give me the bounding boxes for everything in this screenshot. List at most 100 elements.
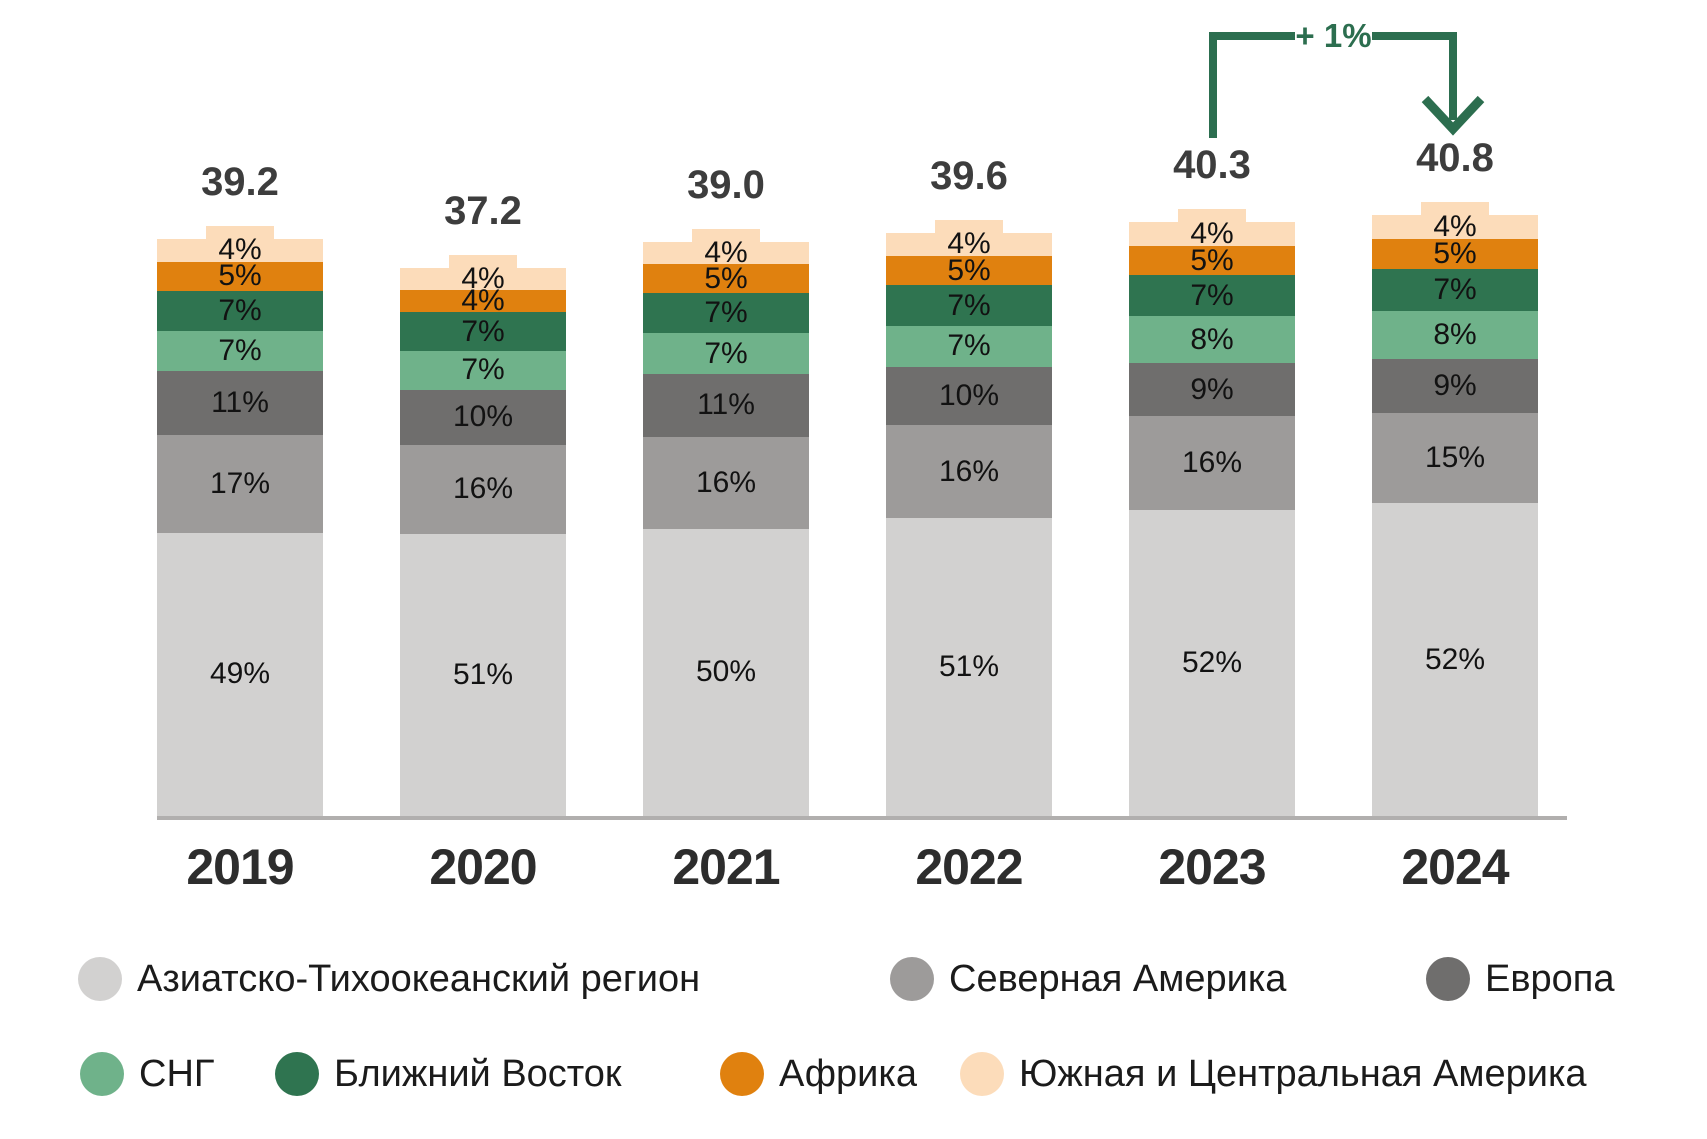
annotation-line-horizontal-left	[1209, 32, 1295, 40]
bar-segment: 11%	[643, 373, 809, 437]
bar-2021: 4% 5% 7% 7% 11% 16% 50%	[643, 236, 809, 816]
x-axis-year-label: 2022	[915, 839, 1023, 895]
legend-label: СНГ	[139, 1052, 215, 1095]
segment-value-label: 51%	[452, 657, 514, 691]
segment-value-label: 10%	[452, 400, 514, 434]
bar-segment: 4%	[400, 284, 566, 317]
bar-top-cap	[692, 228, 760, 242]
segment-value-label: 16%	[1181, 446, 1243, 480]
legend-label: Южная и Центральная Америка	[1019, 1052, 1587, 1095]
segment-value-label: 9%	[1433, 369, 1477, 403]
bar-2023: 4% 5% 7% 8% 9% 16% 52%	[1129, 217, 1295, 816]
bar-segment: 9%	[1129, 363, 1295, 417]
bar-segment: 7%	[157, 290, 323, 331]
x-axis-year-label: 2023	[1158, 839, 1266, 895]
segment-value-label: 4%	[1433, 210, 1477, 244]
segment-value-label: 4%	[947, 227, 991, 261]
segment-value-label: 7%	[218, 293, 262, 327]
bar-2022: 4% 5% 7% 7% 10% 16% 51%	[886, 227, 1052, 816]
bar-total-label: 37.2	[444, 189, 522, 234]
bar-segment: 52%	[1129, 510, 1295, 816]
legend-item: Азиатско-Тихоокеанский регион	[78, 957, 700, 1001]
legend-item: СНГ	[80, 1052, 214, 1096]
bar-segment: 5%	[157, 259, 323, 293]
bar-segment: 4%	[1372, 210, 1538, 243]
bar-segment: 5%	[1129, 244, 1295, 277]
segment-value-label: 7%	[704, 336, 748, 370]
segment-value-label: 50%	[695, 655, 757, 689]
bar-segment: 7%	[1372, 269, 1538, 312]
bar-segment: 7%	[643, 333, 809, 374]
legend-label: Африка	[779, 1052, 917, 1095]
bar-segment: 51%	[886, 518, 1052, 816]
bar-segment: 7%	[886, 285, 1052, 326]
segment-value-label: 7%	[218, 334, 262, 368]
legend-swatch-icon	[1426, 957, 1470, 1001]
segment-value-label: 5%	[704, 261, 748, 295]
legend-swatch-icon	[78, 957, 122, 1001]
bar-segment: 7%	[157, 330, 323, 372]
bar-segment: 51%	[400, 533, 566, 816]
bar-segment: 16%	[1129, 416, 1295, 511]
segment-value-label: 7%	[947, 329, 991, 363]
bar-top-cap	[1178, 209, 1246, 223]
bar-segment: 5%	[643, 261, 809, 295]
bar-segment: 15%	[1372, 413, 1538, 504]
segment-value-label: 4%	[461, 262, 505, 296]
bar-segment: 16%	[400, 445, 566, 534]
legend-item: Северная Америка	[890, 957, 1286, 1001]
bar-segment: 16%	[643, 436, 809, 529]
bar-top-cap	[449, 255, 517, 269]
segment-value-label: 5%	[218, 259, 262, 293]
legend-item: Ближний Восток	[275, 1052, 622, 1096]
bar-total-label: 39.2	[201, 159, 279, 204]
bar-segment: 8%	[1372, 311, 1538, 360]
bar-segment: 7%	[643, 293, 809, 334]
bar-segment: 4%	[643, 236, 809, 269]
legend-label: Азиатско-Тихоокеанский регион	[137, 957, 701, 1000]
bar-segment: 4%	[1129, 217, 1295, 250]
bar-segment: 7%	[400, 351, 566, 390]
bar-segment: 9%	[1372, 359, 1538, 414]
segment-value-label: 5%	[947, 253, 991, 287]
segment-value-label: 8%	[1190, 322, 1234, 356]
segment-value-label: 11%	[697, 388, 755, 422]
annotation-label: + 1%	[1295, 17, 1372, 54]
segment-value-label: 10%	[938, 378, 1000, 412]
bar-segment: 50%	[643, 528, 809, 816]
legend-swatch-icon	[80, 1052, 124, 1096]
segment-value-label: 15%	[1424, 441, 1486, 475]
legend-item: Африка	[720, 1052, 917, 1096]
segment-value-label: 4%	[704, 236, 748, 269]
bar-segment: 8%	[1129, 316, 1295, 364]
legend-swatch-icon	[890, 957, 934, 1001]
x-axis-line	[157, 816, 1567, 820]
bar-segment: 4%	[400, 262, 566, 295]
segment-value-label: 17%	[209, 466, 271, 500]
bar-top-cap	[935, 219, 1003, 233]
segment-value-label: 8%	[1433, 318, 1477, 352]
segment-value-label: 7%	[1190, 278, 1234, 312]
bar-top-cap	[206, 225, 274, 239]
bar-total-label: 39.0	[687, 162, 765, 207]
x-axis-year-label: 2024	[1401, 839, 1509, 895]
x-axis-year-label: 2019	[186, 839, 294, 895]
bar-segment: 10%	[886, 366, 1052, 426]
bar-segment: 7%	[1129, 275, 1295, 317]
legend-label: Северная Америка	[949, 957, 1287, 1000]
bar-segment: 7%	[886, 326, 1052, 367]
annotation-line-horizontal-right	[1372, 32, 1457, 40]
legend-swatch-icon	[720, 1052, 764, 1096]
segment-value-label: 4%	[461, 284, 505, 318]
bar-total-label: 40.8	[1416, 136, 1494, 181]
bar-segment: 4%	[886, 227, 1052, 260]
legend-label: Европа	[1485, 957, 1615, 1000]
bar-segment: 49%	[157, 533, 323, 816]
segment-value-label: 52%	[1424, 642, 1486, 676]
annotation-line-vertical-left	[1209, 32, 1217, 138]
segment-value-label: 7%	[947, 288, 991, 322]
bar-2019: 4% 5% 7% 7% 11% 17% 49%	[157, 233, 323, 816]
bar-2020: 4% 4% 7% 7% 10% 16% 51%	[400, 262, 566, 816]
segment-value-label: 7%	[461, 353, 505, 387]
